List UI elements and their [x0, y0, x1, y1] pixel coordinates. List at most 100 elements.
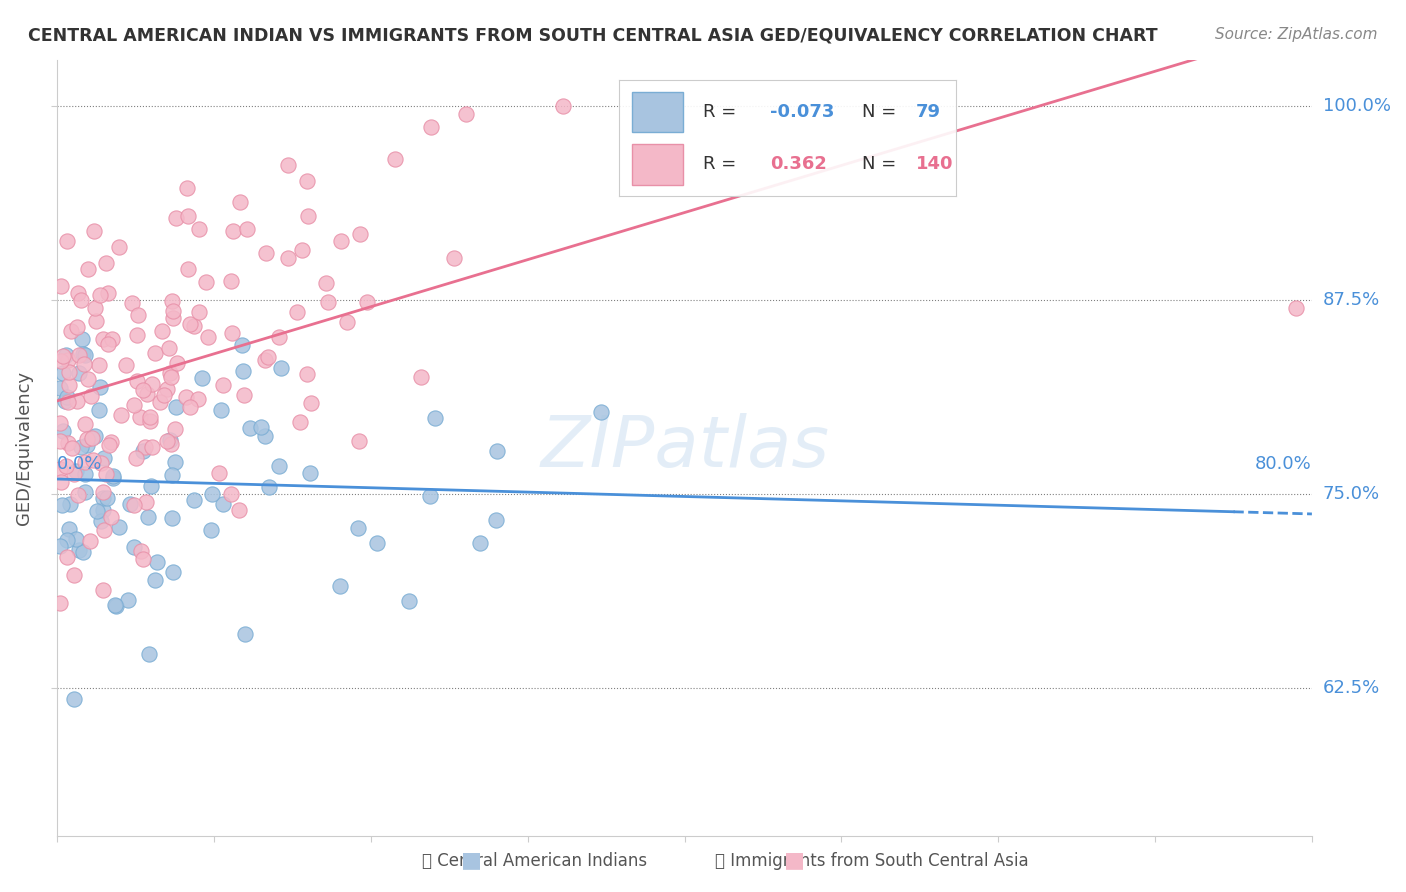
Point [188, 304, 211, 318]
Point [56, 395, 79, 409]
Point [96, 255, 118, 269]
Point [108, 520, 131, 534]
Point [398, 593, 420, 607]
Point [188, 221, 211, 235]
Point [60, 441, 83, 455]
Point [89, 456, 111, 470]
Point [236, 221, 259, 235]
Point [91, 491, 114, 505]
Point [1285, 301, 1308, 315]
Point [87, 403, 110, 417]
Text: -0.073: -0.073 [770, 103, 835, 121]
Point [70, 293, 93, 308]
Point [165, 400, 187, 414]
Point [49, 462, 72, 476]
Point [291, 244, 314, 258]
Point [52, 424, 75, 438]
Point [105, 599, 128, 613]
Text: N =: N = [862, 103, 901, 121]
Point [197, 330, 219, 344]
Point [409, 370, 432, 384]
Point [231, 338, 253, 352]
Text: 80.0%: 80.0% [1256, 456, 1312, 474]
Point [89, 288, 111, 302]
Point [315, 277, 337, 291]
Point [297, 209, 319, 223]
Point [316, 295, 339, 310]
Text: CENTRAL AMERICAN INDIAN VS IMMIGRANTS FROM SOUTH CENTRAL ASIA GED/EQUIVALENCY CO: CENTRAL AMERICAN INDIAN VS IMMIGRANTS FR… [28, 27, 1157, 45]
Point [299, 395, 322, 409]
Point [59, 325, 82, 339]
Point [93, 450, 115, 465]
Point [76, 432, 98, 446]
Text: 140: 140 [915, 155, 953, 173]
Point [162, 304, 184, 318]
Point [470, 536, 492, 550]
Point [75, 417, 97, 432]
Point [65, 319, 87, 334]
Point [288, 415, 311, 429]
Point [277, 158, 299, 172]
Point [183, 492, 205, 507]
Point [159, 367, 181, 381]
Point [253, 429, 276, 443]
Point [201, 487, 224, 501]
Point [75, 454, 97, 468]
Point [69, 440, 91, 454]
Point [484, 513, 506, 527]
Text: 75.0%: 75.0% [1323, 485, 1381, 503]
Point [254, 246, 277, 260]
Point [270, 360, 292, 375]
Point [219, 486, 242, 500]
Point [56, 352, 79, 367]
Point [159, 434, 181, 448]
Point [49, 475, 72, 490]
Point [145, 555, 167, 569]
Point [285, 304, 308, 318]
Point [84, 314, 107, 328]
Point [277, 252, 299, 266]
Y-axis label: GED/Equivalency: GED/Equivalency [15, 370, 32, 524]
Point [162, 565, 184, 579]
Point [66, 394, 89, 409]
Point [66, 488, 89, 502]
Point [153, 388, 176, 402]
Point [56, 533, 79, 548]
Point [160, 511, 183, 525]
Point [58, 521, 80, 535]
Point [145, 345, 167, 359]
Text: ⬜ Central American Indians: ⬜ Central American Indians [422, 852, 647, 870]
Point [239, 421, 262, 435]
Point [100, 510, 122, 524]
Point [553, 99, 575, 113]
Point [208, 466, 231, 480]
Text: 0.362: 0.362 [770, 155, 827, 173]
Point [454, 106, 477, 120]
Point [84, 301, 107, 315]
Point [253, 352, 276, 367]
Point [295, 367, 318, 381]
Point [209, 403, 232, 417]
Point [194, 275, 217, 289]
Point [129, 544, 152, 558]
Point [212, 378, 235, 392]
Point [100, 434, 122, 449]
Text: 79: 79 [915, 103, 941, 121]
Point [58, 378, 80, 392]
Point [97, 336, 120, 351]
Point [179, 317, 201, 331]
Point [80, 431, 103, 445]
Point [121, 295, 143, 310]
Point [59, 497, 82, 511]
Point [51, 498, 73, 512]
Point [86, 504, 108, 518]
Point [55, 459, 77, 474]
Point [160, 369, 183, 384]
Point [139, 410, 162, 425]
Point [221, 326, 243, 340]
Point [91, 503, 114, 517]
Text: 62.5%: 62.5% [1323, 680, 1381, 698]
Point [298, 466, 321, 480]
Text: ⬜ Immigrants from South Central Asia: ⬜ Immigrants from South Central Asia [714, 852, 1029, 870]
Point [162, 310, 184, 325]
